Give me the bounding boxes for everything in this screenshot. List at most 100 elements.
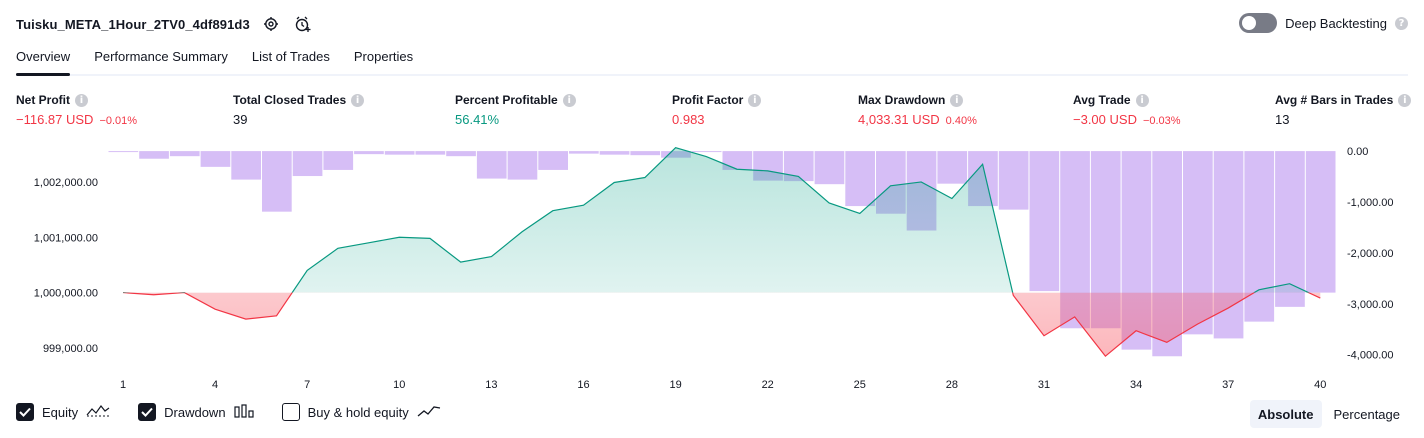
drawdown-bar [814, 151, 845, 185]
buy-hold-checkbox[interactable] [281, 403, 300, 421]
stat-value: 0.983 [672, 112, 705, 127]
x-axis-tick: 13 [485, 379, 497, 391]
help-question-icon[interactable]: ? [1395, 16, 1408, 30]
equity-line-above [123, 146, 1310, 293]
drawdown-bar [231, 151, 261, 180]
drawdown-bar [384, 151, 415, 155]
stat-value: −3.00 USD [1073, 112, 1137, 127]
drawdown-bar [538, 151, 568, 170]
stat-value: 56.41% [455, 112, 500, 127]
report-tabs: Overview Performance Summary List of Tra… [16, 46, 1408, 76]
drawdown-bar [998, 151, 1029, 210]
x-axis-tick: 19 [669, 379, 681, 391]
stat-sub-value: 0.40% [945, 115, 977, 127]
left-axis-tick: 1,001,000.00 [34, 232, 98, 244]
drawdown-bar [139, 151, 169, 159]
x-axis-tick: 16 [577, 379, 589, 391]
drawdown-bar [691, 151, 722, 153]
drawdown-bar [200, 151, 231, 167]
tab-performance-summary[interactable]: Performance Summary [94, 49, 228, 64]
stat-label: Net Profit [16, 93, 70, 107]
x-axis-tick: 7 [304, 379, 310, 391]
strategy-title: Tuisku_META_1Hour_2TV0_4df891d3 [16, 16, 250, 32]
tab-properties[interactable]: Properties [353, 49, 414, 64]
info-icon[interactable]: i [75, 93, 88, 107]
drawdown-bar [415, 151, 446, 155]
x-axis-tick: 22 [762, 379, 774, 391]
right-axis-tick: 0.00 [1347, 146, 1368, 158]
drawdown-bar [937, 151, 968, 184]
right-axis-tick: -3,000.00 [1347, 299, 1393, 311]
drawdown-bar [722, 151, 753, 170]
left-axis: 1,002,000.00 1,001,000.00 1,000,000.00 999,… [34, 177, 98, 355]
info-icon[interactable]: i [1135, 93, 1149, 107]
deep-backtesting-toggle[interactable] [1239, 13, 1278, 33]
info-icon[interactable]: i [562, 93, 576, 107]
drawdown-bar [630, 151, 661, 156]
percentage-button[interactable]: Percentage [1333, 406, 1401, 422]
info-icon[interactable]: i [351, 93, 365, 107]
drawdown-bar [323, 151, 354, 170]
stat-value: 13 [1275, 112, 1290, 127]
x-axis-tick: 34 [1130, 379, 1142, 391]
drawdown-bar [1275, 151, 1305, 307]
legend-drawdown[interactable]: Drawdown [138, 403, 254, 421]
stat-label: Profit Factor [672, 93, 744, 107]
stat-sub-value: −0.03% [1142, 115, 1181, 127]
stat-label: Percent Profitable [455, 93, 558, 107]
toggle-knob [1242, 16, 1257, 30]
drawdown-series [108, 151, 1336, 357]
right-axis-tick: -1,000.00 [1347, 197, 1393, 209]
drawdown-bar [507, 151, 538, 180]
equity-checkbox[interactable] [16, 403, 34, 421]
drawdown-bar [262, 151, 292, 212]
stat-label: Total Closed Trades [233, 93, 347, 107]
equity-area-above [123, 147, 1321, 293]
stat-value: 39 [233, 112, 248, 127]
drawdown-bar [292, 151, 323, 177]
x-axis-tick: 4 [212, 379, 218, 391]
drawdown-bar [1305, 151, 1336, 293]
x-axis-tick: 31 [1038, 379, 1050, 391]
drawdown-bar [108, 151, 139, 153]
tab-list-of-trades[interactable]: List of Trades [251, 49, 330, 64]
legend-buy-hold[interactable]: Buy & hold equity [281, 403, 441, 421]
right-axis-tick: -4,000.00 [1347, 350, 1393, 362]
drawdown-bar [354, 151, 384, 155]
drawdown-checkbox[interactable] [138, 403, 157, 421]
stat-total-closed-trades: Total Closed Trades i 39 [233, 93, 365, 127]
stat-percent-profitable: Percent Profitable i 56.41% [455, 93, 576, 127]
equity-drawdown-chart[interactable]: 1,002,000.00 1,001,000.00 1,000,000.00 999,… [0, 138, 1424, 396]
left-axis-tick: 1,000,000.00 [34, 288, 98, 300]
drawdown-bars-icon [233, 403, 254, 421]
info-icon[interactable]: i [1398, 93, 1412, 107]
right-axis-tick: -2,000.00 [1347, 248, 1393, 260]
drawdown-bar [446, 151, 476, 157]
add-alert-clock-icon[interactable] [292, 13, 314, 35]
stat-label: Max Drawdown [858, 93, 946, 107]
info-icon[interactable]: i [950, 93, 964, 107]
stat-label: Avg # Bars in Trades [1275, 93, 1394, 107]
x-axis-tick: 10 [393, 379, 405, 391]
summary-stats: Net Profit i −116.87 USD −0.01% Total Clos… [16, 93, 1412, 133]
deep-backtesting-control: Deep Backtesting ? [1239, 13, 1408, 33]
stat-profit-factor: Profit Factor i 0.983 [672, 93, 762, 127]
stat-label: Avg Trade [1073, 93, 1131, 107]
x-axis-tick: 40 [1314, 379, 1326, 391]
right-axis: 0.00 -1,000.00 -2,000.00 -3,000.00 -4,000.00 [1347, 146, 1393, 362]
chart-legend: Equity Drawdown Buy & hold equity [16, 403, 441, 421]
drawdown-bar [845, 151, 875, 207]
stat-avg-trade: Avg Trade i −3.00 USD −0.03% [1073, 93, 1181, 127]
absolute-button[interactable]: Absolute [1249, 400, 1322, 428]
tab-overview[interactable]: Overview [16, 46, 71, 76]
legend-equity[interactable]: Equity [16, 403, 110, 421]
stat-value: 4,033.31 USD [858, 112, 940, 127]
drawdown-bar [476, 151, 507, 179]
legend-label: Equity [42, 404, 79, 420]
view-mode-switch: Absolute Percentage [1249, 400, 1408, 428]
legend-label: Buy & hold equity [307, 404, 409, 420]
info-icon[interactable]: i [748, 93, 762, 107]
drawdown-bar [569, 151, 599, 154]
x-axis-tick: 1 [120, 379, 126, 391]
settings-gear-icon[interactable] [260, 13, 282, 35]
